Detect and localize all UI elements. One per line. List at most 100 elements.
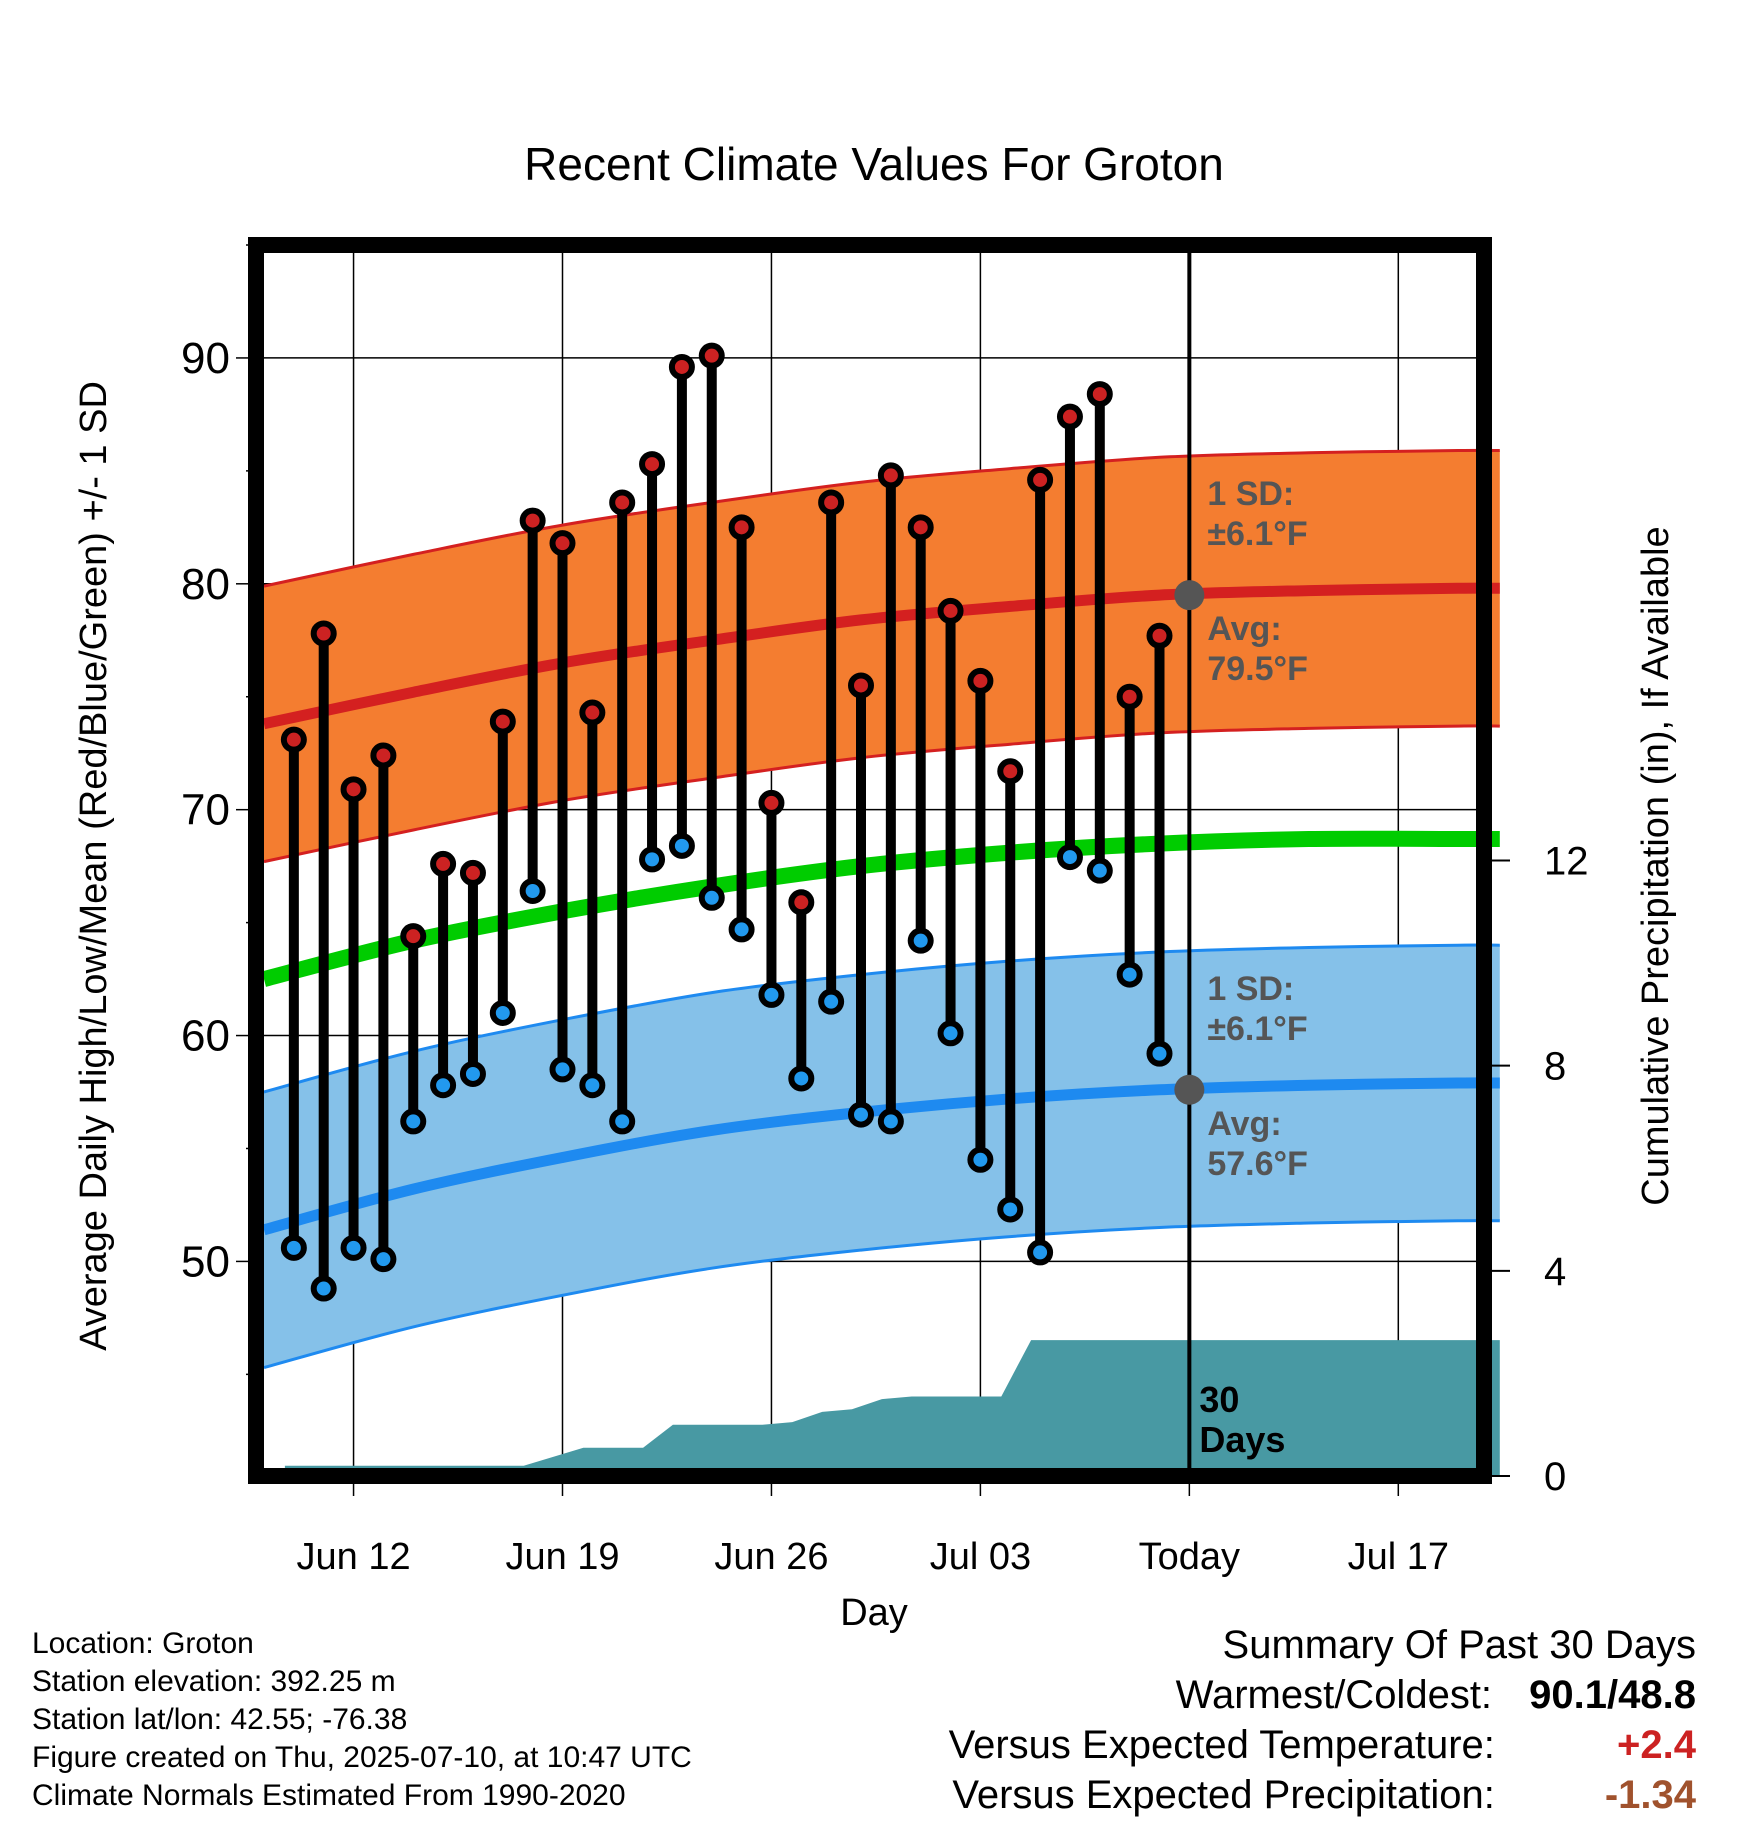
low-point (758, 981, 785, 1008)
precip-row: Versus Expected Precipitation: -1.34 (949, 1770, 1696, 1820)
low-point (877, 1108, 904, 1135)
high-point (519, 507, 546, 534)
x-tick-label: Jun 19 (505, 1536, 619, 1578)
high-point (877, 462, 904, 489)
high-point (848, 672, 874, 699)
low-point (400, 1108, 427, 1135)
low-point (549, 1056, 576, 1083)
low-point (310, 1275, 337, 1302)
coldest-value: /48.8 (1607, 1673, 1696, 1717)
temp-label: Versus Expected Temperature: (948, 1723, 1495, 1767)
y2-tick-label: 4 (1544, 1250, 1566, 1294)
low-point (1086, 857, 1113, 884)
warm-cold-value: 90.1/48.8 (1529, 1670, 1696, 1720)
warm-cold-row: Warmest/Coldest: 90.1/48.8 (949, 1670, 1696, 1720)
high-point (370, 742, 397, 769)
station-info: Location: Groton Station elevation: 392.… (32, 1625, 692, 1815)
temp-value: +2.4 (1617, 1723, 1696, 1767)
x-tick-label: Jul 03 (930, 1536, 1031, 1578)
y-tick-label: 80 (181, 560, 230, 609)
high-sd-band-lower-edge (263, 724, 1500, 864)
high-point (639, 451, 666, 478)
y-axis-label: Average Daily High/Low/Mean (Red/Blue/Gr… (73, 381, 115, 1351)
precip-area (284, 1340, 1500, 1476)
y2-tick-label: 12 (1544, 840, 1589, 884)
high-point (609, 489, 636, 516)
y2-tick-label: 8 (1544, 1045, 1566, 1089)
low-point (848, 1101, 874, 1128)
low-avg-label: Avg: (1207, 1105, 1281, 1143)
high-point (907, 514, 934, 541)
low-point (1116, 961, 1143, 988)
low-point (788, 1065, 815, 1092)
high-point (1086, 381, 1113, 408)
low-point (489, 999, 516, 1026)
x-axis-label: Day (840, 1592, 908, 1634)
high-point (668, 353, 695, 380)
low-point (609, 1108, 636, 1135)
precip-value: -1.34 (1604, 1773, 1696, 1817)
summary-panel: Summary Of Past 30 Days Warmest/Coldest:… (949, 1620, 1696, 1820)
precip-label: Versus Expected Precipitation: (952, 1773, 1495, 1817)
created-text: Figure created on Thu, 2025-07-10, at 10… (32, 1741, 692, 1774)
low-point (668, 832, 695, 859)
high-point (489, 708, 516, 735)
low-point (698, 884, 725, 911)
low-point (459, 1060, 486, 1087)
summary-heading: Summary Of Past 30 Days (1222, 1623, 1696, 1667)
normals-text: Climate Normals Estimated From 1990-2020 (32, 1779, 626, 1812)
warmest-value: 90.1 (1529, 1673, 1608, 1717)
low-point (519, 877, 546, 904)
y-tick-label: 90 (181, 334, 230, 383)
x-tick-label: Jun 26 (714, 1536, 828, 1578)
low-point (1146, 1040, 1173, 1067)
high-sd-band (264, 450, 1500, 862)
y-tick-label: 70 (181, 786, 230, 835)
low-point (639, 846, 666, 873)
high-point (400, 923, 427, 950)
high-point (430, 850, 457, 877)
mean-line (262, 830, 1500, 987)
low-point (818, 988, 845, 1015)
latlon-text: Station lat/lon: 42.55; -76.38 (32, 1703, 408, 1736)
low-point (728, 916, 755, 943)
low-point (967, 1146, 994, 1173)
high-point (967, 667, 994, 694)
period-word: Days (1199, 1419, 1285, 1460)
low-sd-band-upper-edge (263, 943, 1500, 1094)
low-point (430, 1072, 457, 1099)
low-avg-value: 57.6°F (1207, 1145, 1308, 1183)
avg-high-line (262, 582, 1500, 730)
temp-row: Versus Expected Temperature: +2.4 (949, 1720, 1696, 1770)
x-tick-label: Jun 12 (297, 1536, 411, 1578)
y-tick-label: 60 (181, 1012, 230, 1061)
elevation-text: Station elevation: 392.25 m (32, 1665, 396, 1698)
period-number: 30 (1199, 1379, 1239, 1420)
low-sd-band (264, 945, 1500, 1368)
high-point (1116, 683, 1143, 710)
low-point (1027, 1239, 1054, 1266)
high-point (728, 514, 755, 541)
high-sd-value: ±6.1°F (1207, 515, 1307, 553)
high-point (1146, 622, 1173, 649)
high-point (1056, 403, 1083, 430)
low-point (370, 1246, 397, 1273)
high-point (340, 776, 367, 803)
warm-cold-label: Warmest/Coldest: (1175, 1673, 1493, 1717)
low-point (997, 1196, 1024, 1223)
low-sd-label: 1 SD: (1207, 970, 1294, 1008)
low-point (280, 1234, 307, 1261)
high-sd-band-upper-edge (263, 448, 1500, 588)
low-point (937, 1020, 964, 1047)
high-avg-label: Avg: (1207, 610, 1281, 648)
low-point (1056, 844, 1083, 871)
high-point (549, 530, 576, 557)
low-sd-band-lower-edge (263, 1219, 1500, 1370)
chart-title: Recent Climate Values For Groton (524, 138, 1224, 190)
today-avg-high-marker (1174, 580, 1205, 611)
x-tick-label: Jul 17 (1348, 1536, 1449, 1578)
high-point (788, 889, 815, 916)
location-text: Location: Groton (32, 1627, 254, 1660)
